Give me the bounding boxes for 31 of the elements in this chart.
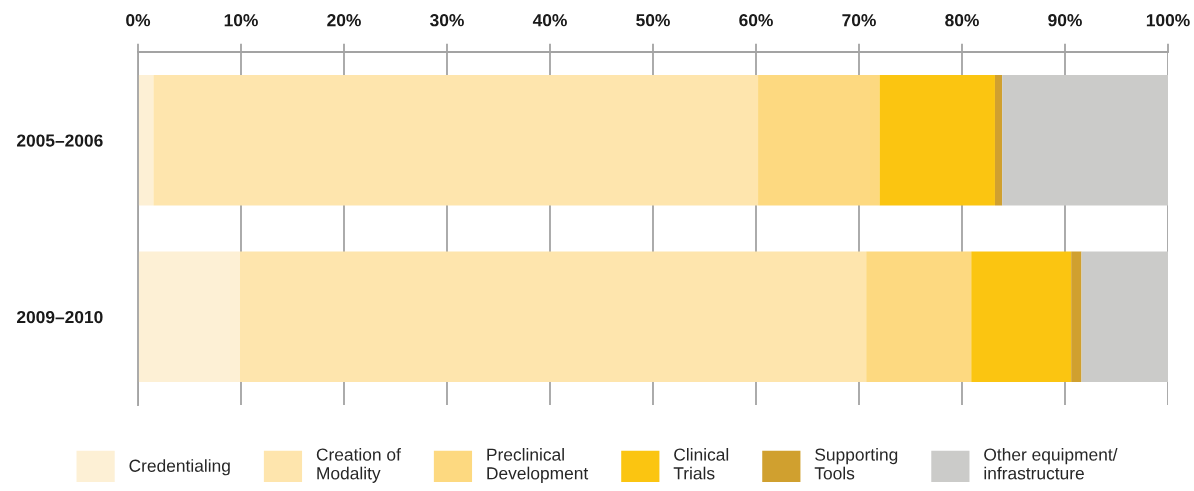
bar (758, 74, 880, 206)
bar (153, 74, 759, 206)
legend-label: Creation of Modality (316, 448, 401, 483)
y-tick-label: 2009–2010 (16, 310, 103, 324)
x-tick-label: 70% (842, 14, 876, 27)
x-tick-label: 30% (430, 14, 464, 27)
bar (1081, 251, 1168, 383)
x-tick-label: 50% (636, 14, 670, 27)
x-tick-label: 80% (945, 14, 979, 27)
bar (1071, 251, 1082, 383)
bar (971, 251, 1072, 383)
legend-label: Other equipment/ infrastructure (984, 448, 1118, 480)
legend-label: Clinical Trials (673, 448, 729, 480)
x-tick-label: 0% (126, 14, 151, 27)
x-tick-label: 90% (1048, 14, 1082, 27)
y-tick-label: 2005–2006 (16, 134, 103, 147)
x-tick-label: 60% (739, 14, 773, 27)
bar (994, 74, 1003, 206)
legend-label: Preclinical Development (487, 448, 589, 483)
x-tick-label: 40% (532, 14, 567, 27)
legend-label: Supporting Tools (814, 448, 898, 480)
bar (879, 74, 995, 206)
bar (138, 74, 154, 206)
x-tick-label: 10% (224, 14, 258, 27)
bar (866, 251, 972, 383)
bar (1002, 74, 1168, 206)
legend-label: Credentialing (129, 459, 230, 476)
x-tick-label: 20% (327, 14, 361, 27)
bar (239, 251, 867, 383)
bar (138, 251, 240, 383)
x-tick-label: 100% (1146, 14, 1190, 27)
